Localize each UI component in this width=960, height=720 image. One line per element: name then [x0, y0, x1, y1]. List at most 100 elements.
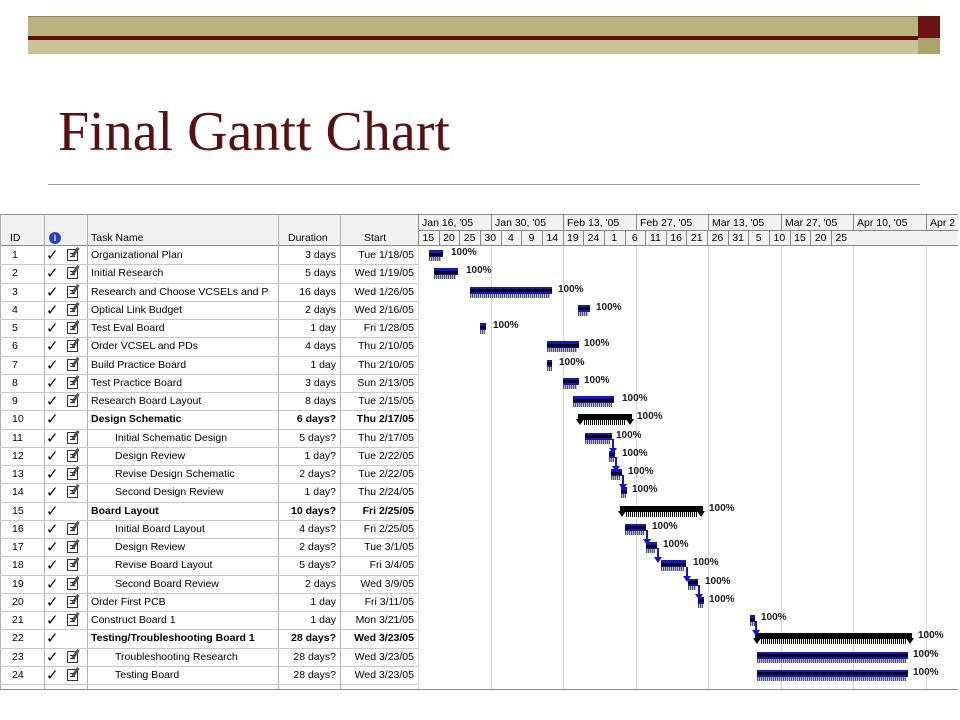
table-cell-start[interactable]: Tue 2/22/05 — [358, 468, 414, 480]
table-cell-task-name[interactable]: Test Eval Board — [91, 322, 165, 334]
summary-bar[interactable] — [753, 633, 914, 645]
task-bar[interactable] — [573, 396, 614, 403]
table-cell-start[interactable]: Wed 2/16/05 — [354, 303, 414, 316]
table-cell-start[interactable]: Fri 3/11/05 — [364, 595, 414, 608]
table-cell-duration[interactable]: 4 days? — [299, 522, 336, 535]
task-bar[interactable] — [470, 286, 552, 294]
notes-icon[interactable] — [67, 447, 80, 462]
table-cell-task-name[interactable]: Design Review — [115, 541, 186, 553]
task-bar[interactable] — [429, 250, 443, 257]
table-cell-task-name[interactable]: Design Schematic — [91, 413, 182, 426]
table-cell-start[interactable]: Fri 2/25/05 — [362, 504, 414, 517]
table-cell-duration[interactable]: 28 days? — [291, 632, 336, 645]
task-bar[interactable] — [698, 596, 704, 604]
table-cell-start[interactable]: Mon 3/21/05 — [355, 614, 414, 626]
table-cell-task-name[interactable]: Test Practice Board — [91, 376, 183, 389]
table-cell-duration[interactable]: 5 days — [305, 267, 336, 280]
task-bar[interactable] — [609, 450, 615, 458]
table-cell-duration[interactable]: 28 days? — [293, 650, 336, 663]
table-cell-task-name[interactable]: Research and Choose VCSELs and P — [91, 285, 269, 298]
table-cell-start[interactable]: Tue 2/22/05 — [358, 449, 414, 462]
table-cell-task-name[interactable]: Order VCSEL and PDs — [91, 340, 198, 353]
table-cell-start[interactable]: Wed 1/26/05 — [354, 285, 414, 298]
table-cell-duration[interactable]: 5 days? — [299, 559, 336, 572]
table-cell-start[interactable]: Thu 2/17/05 — [357, 431, 414, 444]
table-cell-task-name[interactable]: Troubleshooting Research — [115, 650, 238, 663]
table-cell-duration[interactable]: 2 days? — [299, 468, 336, 480]
table-cell-task-name[interactable]: Organizational Plan — [91, 249, 183, 261]
table-cell-start[interactable]: Fri 1/28/05 — [363, 322, 414, 334]
table-cell-start[interactable]: Wed 3/23/05 — [354, 650, 414, 663]
notes-icon[interactable] — [67, 283, 80, 298]
table-cell-duration[interactable]: 2 days — [305, 577, 336, 590]
task-bar[interactable] — [611, 469, 622, 476]
table-cell-duration[interactable]: 28 days? — [293, 668, 336, 681]
table-cell-start[interactable]: Wed 1/19/05 — [354, 267, 414, 280]
table-cell-duration[interactable]: 2 days — [305, 303, 336, 316]
table-cell-start[interactable]: Thu 2/10/05 — [357, 358, 414, 371]
notes-icon[interactable] — [67, 356, 80, 371]
table-cell-duration[interactable]: 10 days? — [291, 504, 336, 517]
table-cell-duration[interactable]: 1 day? — [304, 486, 336, 499]
table-cell-task-name[interactable]: Construct Board 1 — [91, 614, 176, 626]
info-icon[interactable]: i — [49, 232, 61, 244]
table-cell-start[interactable]: Wed 3/23/05 — [354, 668, 414, 681]
notes-icon[interactable] — [67, 265, 80, 280]
table-cell-task-name[interactable]: Build Practice Board — [91, 358, 187, 371]
table-cell-start[interactable]: Wed 3/9/05 — [360, 577, 414, 590]
notes-icon[interactable] — [67, 612, 80, 626]
task-bar[interactable] — [688, 578, 698, 586]
table-cell-start[interactable]: Wed 3/23/05 — [354, 632, 414, 645]
table-cell-task-name[interactable]: Optical Link Budget — [91, 303, 183, 316]
table-cell-duration[interactable]: 3 days — [305, 376, 336, 389]
table-cell-start[interactable]: Thu 2/10/05 — [357, 340, 414, 353]
notes-icon[interactable] — [67, 247, 80, 261]
summary-bar[interactable] — [576, 414, 634, 426]
notes-icon[interactable] — [67, 648, 80, 663]
summary-bar[interactable] — [618, 505, 705, 517]
table-cell-start[interactable]: Tue 1/18/05 — [358, 249, 414, 261]
table-cell-task-name[interactable]: Initial Board Layout — [115, 522, 205, 535]
table-cell-start[interactable]: Sun 2/13/05 — [357, 376, 414, 389]
table-cell-task-name[interactable]: Board Layout — [91, 504, 159, 517]
table-cell-duration[interactable]: 1 day — [310, 322, 336, 334]
task-bar[interactable] — [480, 323, 486, 330]
column-header-id[interactable]: ID — [10, 232, 21, 244]
task-bar[interactable] — [661, 560, 686, 568]
table-cell-task-name[interactable]: Testing/Troubleshooting Board 1 — [91, 632, 255, 645]
table-cell-start[interactable]: Tue 2/15/05 — [358, 395, 414, 407]
table-cell-duration[interactable]: 1 day? — [304, 449, 336, 462]
notes-icon[interactable] — [67, 520, 80, 535]
task-bar[interactable] — [563, 377, 579, 385]
column-header-task-name[interactable]: Task Name — [91, 232, 144, 244]
table-cell-duration[interactable]: 8 days — [305, 395, 336, 407]
table-cell-duration[interactable]: 2 days? — [299, 541, 336, 553]
table-cell-start[interactable]: Thu 2/17/05 — [356, 413, 414, 426]
table-cell-task-name[interactable]: Design Review — [115, 449, 186, 462]
table-cell-duration[interactable]: 1 day — [310, 358, 336, 371]
column-header-start[interactable]: Start — [364, 232, 387, 244]
notes-icon[interactable] — [67, 393, 80, 407]
task-bar[interactable] — [547, 341, 579, 349]
table-cell-duration[interactable]: 1 day — [310, 614, 336, 626]
table-cell-task-name[interactable]: Order First PCB — [91, 595, 166, 608]
notes-icon[interactable] — [67, 320, 80, 334]
table-cell-task-name[interactable]: Revise Design Schematic — [115, 468, 235, 480]
table-cell-duration[interactable]: 4 days — [305, 340, 336, 353]
task-bar[interactable] — [547, 359, 552, 367]
notes-icon[interactable] — [67, 301, 80, 316]
task-bar[interactable] — [757, 669, 908, 677]
task-bar[interactable] — [750, 615, 755, 622]
table-cell-start[interactable]: Fri 3/4/05 — [369, 559, 414, 572]
notes-icon[interactable] — [67, 466, 80, 480]
table-cell-duration[interactable]: 1 day — [310, 595, 336, 608]
notes-icon[interactable] — [67, 557, 80, 572]
task-bar[interactable] — [621, 487, 627, 495]
notes-icon[interactable] — [67, 429, 80, 444]
table-cell-task-name[interactable]: Initial Schematic Design — [115, 431, 228, 444]
table-cell-duration[interactable]: 3 days — [305, 249, 336, 261]
table-cell-task-name[interactable]: Second Design Review — [115, 486, 224, 499]
task-bar[interactable] — [585, 432, 612, 440]
task-bar[interactable] — [646, 542, 657, 549]
column-header-duration[interactable]: Duration — [288, 232, 328, 244]
